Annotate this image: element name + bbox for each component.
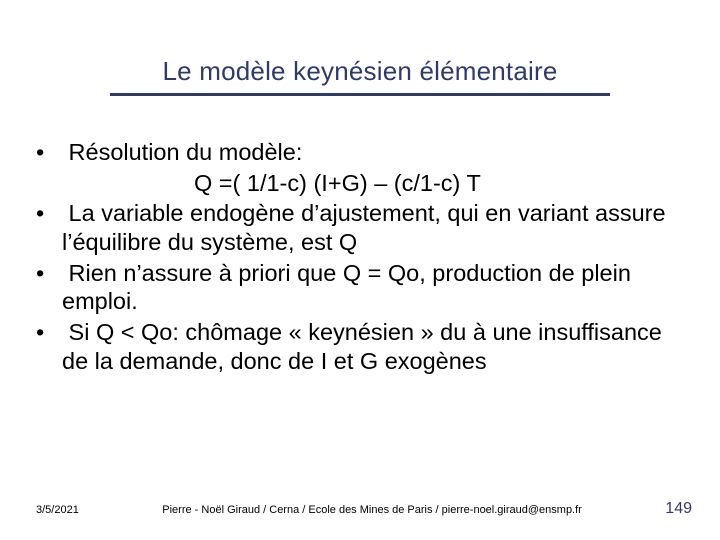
title-wrap: Le modèle keynésien élémentaire (0, 56, 720, 96)
slide-footer: 3/5/2021 Pierre - Noël Giraud / Cerna / … (36, 500, 692, 518)
list-item: La variable endogène d’ajustement, qui e… (36, 199, 680, 256)
footer-page-number: 149 (665, 500, 692, 518)
slide-body: Résolution du modèle: Q =( 1/1-c) (I+G) … (36, 138, 680, 377)
slide-title: Le modèle keynésien élémentaire (110, 56, 610, 96)
list-item-sub: Q =( 1/1-c) (I+G) – (c/1-c) T (194, 169, 680, 198)
list-item: Rien n’assure à priori que Q = Qo, produ… (36, 259, 680, 316)
bullet-list: Résolution du modèle: Q =( 1/1-c) (I+G) … (36, 138, 680, 375)
list-item-text: Résolution du modèle: (69, 139, 303, 165)
footer-date: 3/5/2021 (36, 504, 79, 516)
list-item-text: Rien n’assure à priori que Q = Qo, produ… (62, 260, 631, 315)
footer-attribution: Pierre - Noël Giraud / Cerna / Ecole des… (79, 504, 665, 516)
list-item-text: Si Q < Qo: chômage « keynésien » du à un… (62, 319, 662, 374)
list-item: Si Q < Qo: chômage « keynésien » du à un… (36, 318, 680, 375)
list-item-text: La variable endogène d’ajustement, qui e… (62, 200, 666, 255)
slide: Le modèle keynésien élémentaire Résoluti… (0, 0, 720, 540)
list-item: Résolution du modèle: Q =( 1/1-c) (I+G) … (36, 138, 680, 197)
